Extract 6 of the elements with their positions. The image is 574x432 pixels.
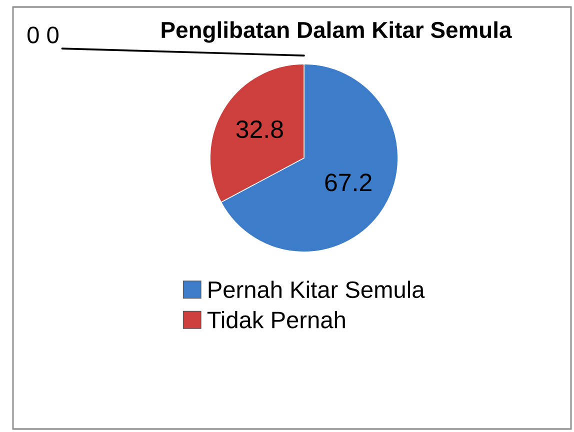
data-label: 32.8 <box>236 120 283 138</box>
text: 0 0 <box>28 26 58 44</box>
data-label: 67.2 <box>325 174 372 192</box>
legend-label: Tidak Pernah <box>207 311 345 328</box>
chart-title: Penglibatan Dalam Kitar Semula <box>162 21 512 43</box>
legend-label: Pernah Kitar Semula <box>208 280 425 298</box>
